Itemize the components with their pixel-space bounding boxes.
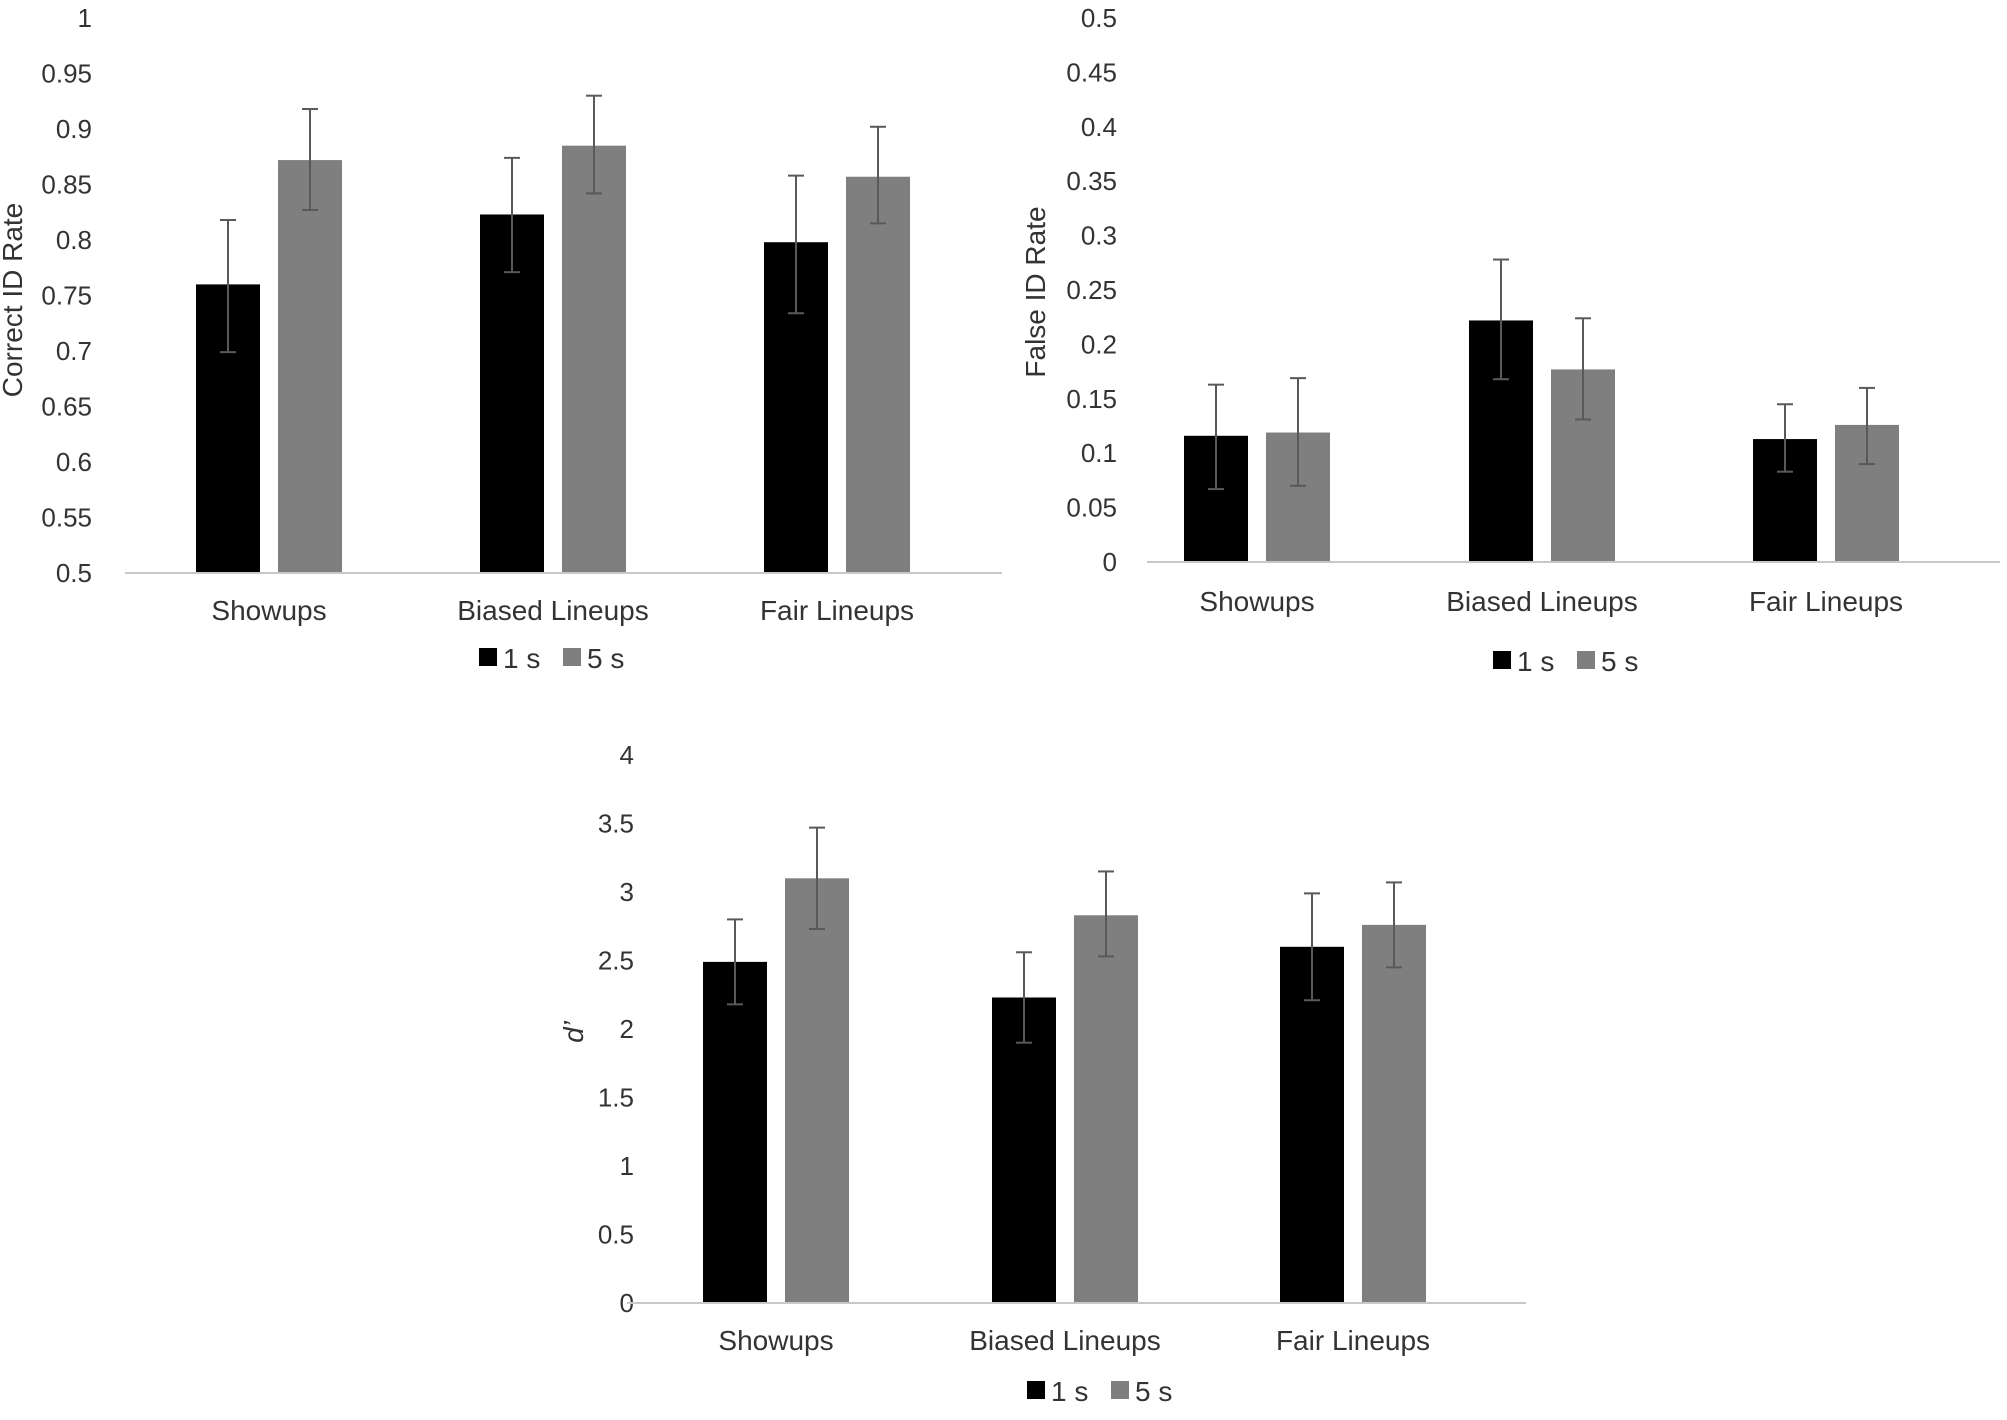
y-tick-label: 0.65 bbox=[41, 392, 92, 422]
y-tick-label: 0.05 bbox=[1066, 493, 1117, 523]
error-bar bbox=[1859, 386, 1875, 466]
y-tick-label: 0.4 bbox=[1081, 112, 1117, 142]
error-bar bbox=[870, 125, 886, 225]
legend-swatch bbox=[479, 648, 497, 666]
legend-label: 1 s bbox=[1517, 646, 1554, 677]
category-label: Showups bbox=[211, 595, 326, 626]
legend-label: 5 s bbox=[587, 643, 624, 674]
error-bar bbox=[1290, 377, 1306, 487]
y-tick-label: 0.2 bbox=[1081, 329, 1117, 359]
bar-1s-showups bbox=[703, 961, 767, 1303]
y-tick-label: 1 bbox=[78, 3, 92, 33]
y-tick-label: 0.75 bbox=[41, 281, 92, 311]
category-label: Biased Lineups bbox=[1446, 586, 1637, 617]
y-tick-label: 0.9 bbox=[56, 114, 92, 144]
y-tick-label: 0.95 bbox=[41, 59, 92, 89]
category-label: Biased Lineups bbox=[969, 1325, 1160, 1356]
y-axis-label: False ID Rate bbox=[1020, 206, 1051, 377]
error-bar bbox=[809, 826, 825, 930]
y-tick-label: 1 bbox=[620, 1151, 634, 1181]
error-bar bbox=[1575, 317, 1591, 421]
chart-3: 0 0.5 1 1.5 2 2.5 3 3.5 4 d’ Showups Biased Lineups… bbox=[558, 740, 1526, 1407]
legend-swatch bbox=[563, 648, 581, 666]
bar-5s-showups bbox=[785, 878, 849, 1303]
legend-label: 1 s bbox=[503, 643, 540, 674]
error-bar bbox=[727, 918, 743, 1006]
y-tick-label: 2.5 bbox=[598, 946, 634, 976]
category-label: Fair Lineups bbox=[1749, 586, 1903, 617]
chart-2: 0 0.05 0.1 0.15 0.2 0.25 0.3 0.35 0.4 0.45 0.5 Fals… bbox=[1020, 3, 2000, 677]
legend-swatch bbox=[1111, 1381, 1129, 1399]
error-bar bbox=[586, 94, 602, 195]
y-tick-label: 3 bbox=[620, 877, 634, 907]
bar-5s-biased-lineups bbox=[562, 145, 626, 573]
y-tick-label: 2 bbox=[620, 1014, 634, 1044]
y-axis-label: d’ bbox=[558, 1020, 589, 1043]
error-bar bbox=[302, 108, 318, 212]
legend-swatch bbox=[1577, 651, 1595, 669]
bar-5s-fair-lineups bbox=[846, 176, 910, 574]
category-label: Showups bbox=[718, 1325, 833, 1356]
y-tick-label: 0.1 bbox=[1081, 438, 1117, 468]
error-bar bbox=[504, 156, 520, 274]
bar-1s-fair-lineups bbox=[1280, 946, 1344, 1303]
error-bar bbox=[1304, 892, 1320, 1002]
y-tick-label: 0 bbox=[620, 1288, 634, 1318]
legend: 1 s 5 s bbox=[1493, 646, 1638, 677]
y-tick-label: 0.7 bbox=[56, 336, 92, 366]
bar-1s-biased-lineups bbox=[480, 214, 544, 573]
category-label: Fair Lineups bbox=[760, 595, 914, 626]
bar-5s-showups bbox=[278, 160, 342, 573]
category-label: Fair Lineups bbox=[1276, 1325, 1430, 1356]
y-tick-label: 0.5 bbox=[56, 558, 92, 588]
legend-label: 5 s bbox=[1135, 1376, 1172, 1407]
error-bar bbox=[1386, 881, 1402, 969]
error-bar bbox=[1777, 403, 1793, 473]
legend: 1 s 5 s bbox=[1027, 1376, 1172, 1407]
bar-5s-biased-lineups bbox=[1074, 915, 1138, 1303]
error-bar bbox=[1098, 870, 1114, 958]
y-tick-label: 1.5 bbox=[598, 1083, 634, 1113]
legend-label: 1 s bbox=[1051, 1376, 1088, 1407]
y-tick-label: 0.5 bbox=[598, 1220, 634, 1250]
category-label: Showups bbox=[1199, 586, 1314, 617]
error-bar bbox=[1208, 383, 1224, 491]
y-tick-label: 0.6 bbox=[56, 447, 92, 477]
y-tick-label: 0.55 bbox=[41, 503, 92, 533]
legend-label: 5 s bbox=[1601, 646, 1638, 677]
bar-5s-fair-lineups bbox=[1362, 924, 1426, 1303]
chart-1: 0.5 0.55 0.6 0.65 0.7 0.75 0.8 0.85 0.9 0.95 1 Corr… bbox=[0, 3, 1002, 674]
y-tick-label: 0.3 bbox=[1081, 221, 1117, 251]
y-tick-label: 0 bbox=[1103, 547, 1117, 577]
error-bar bbox=[1016, 951, 1032, 1044]
y-tick-label: 0.45 bbox=[1066, 57, 1117, 87]
legend: 1 s 5 s bbox=[479, 643, 624, 674]
bar-1s-biased-lineups bbox=[992, 997, 1056, 1303]
y-tick-label: 4 bbox=[620, 740, 634, 770]
y-tick-label: 0.8 bbox=[56, 225, 92, 255]
y-tick-label: 3.5 bbox=[598, 809, 634, 839]
error-bar bbox=[788, 174, 804, 315]
y-tick-label: 0.85 bbox=[41, 170, 92, 200]
y-axis-label: Correct ID Rate bbox=[0, 203, 28, 398]
category-label: Biased Lineups bbox=[457, 595, 648, 626]
legend-swatch bbox=[1493, 651, 1511, 669]
legend-swatch bbox=[1027, 1381, 1045, 1399]
error-bar bbox=[1493, 258, 1509, 381]
y-tick-label: 0.5 bbox=[1081, 3, 1117, 33]
y-tick-label: 0.15 bbox=[1066, 384, 1117, 414]
error-bar bbox=[220, 219, 236, 354]
y-tick-label: 0.35 bbox=[1066, 166, 1117, 196]
y-tick-label: 0.25 bbox=[1066, 275, 1117, 305]
